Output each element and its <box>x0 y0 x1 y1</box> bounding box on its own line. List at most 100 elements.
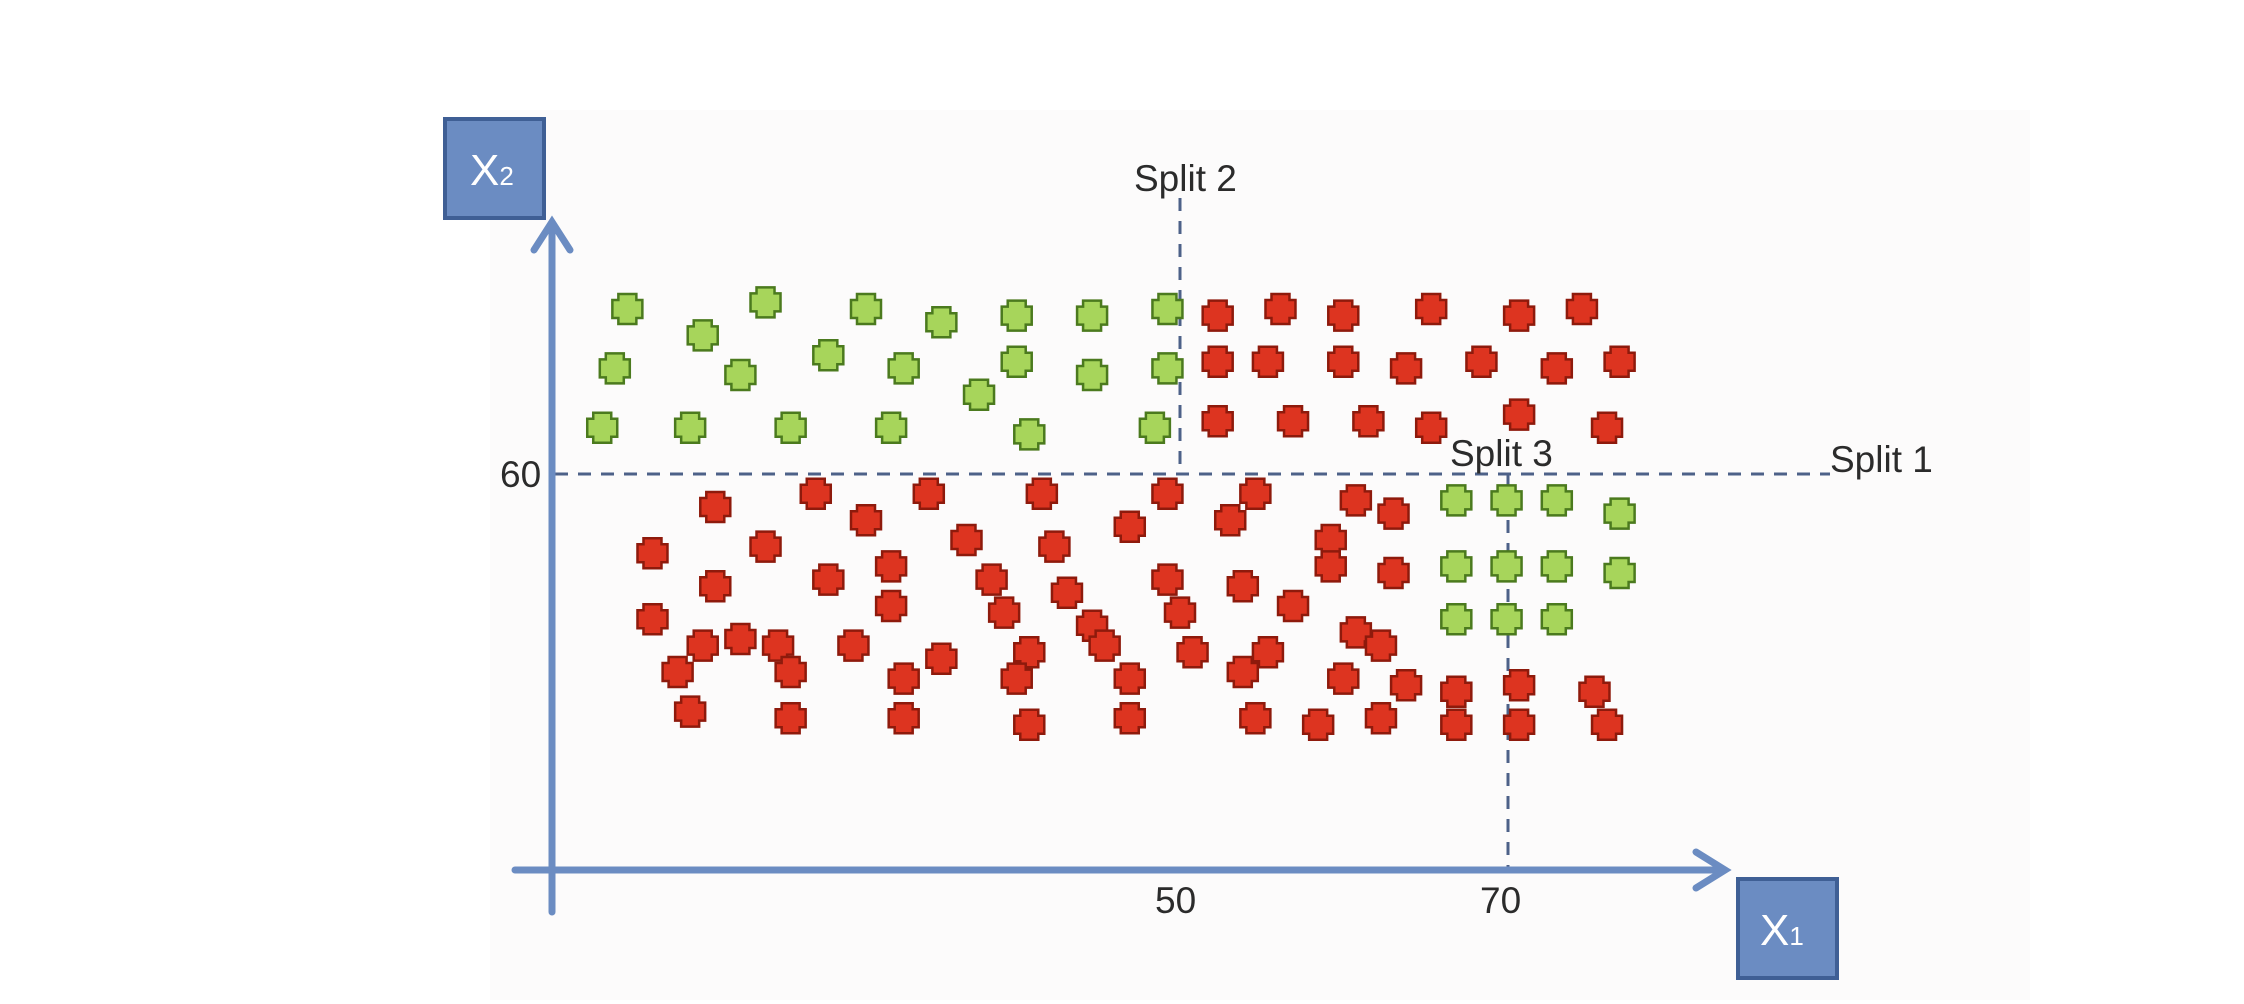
green-plus-point <box>1440 550 1473 583</box>
red-plus-point <box>1565 292 1599 326</box>
x-axis-title: X <box>1760 906 1789 955</box>
red-plus-point <box>1251 635 1285 669</box>
red-plus-point <box>1502 299 1536 332</box>
x-axis-title-box-bg <box>1736 877 1839 980</box>
green-plus-point <box>1540 602 1574 636</box>
green-plus-point <box>1000 345 1033 379</box>
red-plus-point <box>1377 556 1410 590</box>
red-plus-point <box>673 695 707 728</box>
green-plus-point <box>1440 484 1473 517</box>
green-plus-point <box>1440 602 1473 636</box>
red-plus-point <box>1201 345 1234 379</box>
red-plus-point <box>799 477 833 511</box>
red-plus-point <box>1327 662 1360 695</box>
red-plus-point <box>950 523 983 557</box>
red-plus-point <box>887 662 920 695</box>
red-plus-point <box>1151 477 1184 511</box>
red-plus-point <box>699 569 732 603</box>
red-plus-point <box>925 642 958 676</box>
red-plus-point <box>1113 662 1147 695</box>
green-plus-point <box>812 338 845 372</box>
y-axis-title: X <box>470 146 499 195</box>
red-plus-point <box>1038 530 1071 563</box>
green-plus-point <box>1075 299 1109 332</box>
red-plus-point <box>874 550 908 583</box>
red-plus-point <box>1590 411 1624 445</box>
red-plus-point <box>1113 701 1147 735</box>
red-plus-point <box>1013 635 1046 669</box>
green-plus-point <box>598 352 632 385</box>
red-plus-point <box>1213 503 1247 537</box>
red-plus-point <box>1389 352 1423 385</box>
red-plus-point <box>1364 701 1398 735</box>
plot-background <box>490 110 2030 1000</box>
red-plus-point <box>1163 596 1197 629</box>
red-plus-point <box>1276 404 1310 438</box>
red-plus-point <box>1201 299 1234 332</box>
split-lines <box>555 198 1830 870</box>
red-plus-point <box>812 563 845 596</box>
red-plus-point <box>975 563 1008 596</box>
axes <box>511 215 1732 916</box>
red-plus-point <box>1603 345 1636 379</box>
green-plus-point <box>724 358 757 392</box>
red-plus-point <box>1050 576 1084 610</box>
green-plus-point <box>774 411 807 445</box>
green-plus-point <box>887 352 920 385</box>
green-plus-point <box>1151 292 1184 326</box>
red-plus-point <box>1276 589 1310 623</box>
red-plus-point <box>1013 708 1046 742</box>
green-plus-point <box>1013 418 1046 451</box>
red-plus-point <box>887 701 920 735</box>
red-plus-point <box>1389 668 1423 702</box>
red-plus-point <box>987 596 1021 629</box>
red-plus-point <box>1000 662 1033 695</box>
red-plus-point <box>1314 550 1347 583</box>
y-tick-60: 60 <box>500 454 541 495</box>
green-plus-point <box>925 305 958 339</box>
red-plus-point <box>1201 404 1234 438</box>
split-3-label: Split 3 <box>1450 433 1553 474</box>
red-plus-point <box>774 655 807 689</box>
red-plus-point <box>774 701 807 735</box>
red-plus-point <box>1414 292 1448 326</box>
red-plus-point <box>1502 398 1536 431</box>
red-plus-point <box>1301 708 1335 742</box>
red-plus-point <box>1251 345 1285 379</box>
green-plus-point <box>1490 550 1523 583</box>
red-plus-point <box>686 629 719 662</box>
red-plus-point <box>699 490 732 524</box>
green-plus-point <box>749 286 782 319</box>
red-plus-point <box>724 622 757 656</box>
red-plus-point <box>1502 708 1536 742</box>
red-plus-point <box>874 589 908 623</box>
green-plus-point <box>1138 411 1172 445</box>
green-plus-point <box>1603 556 1636 590</box>
green-plus-point <box>585 411 619 445</box>
red-plus-point <box>837 629 870 662</box>
red-plus-point <box>1176 635 1209 669</box>
green-plus-point <box>1490 602 1523 636</box>
scatter-points <box>585 286 1636 742</box>
x-tick-50: 50 <box>1155 880 1196 921</box>
split-2-label: Split 2 <box>1134 158 1237 199</box>
red-plus-point <box>1264 292 1297 326</box>
green-plus-point <box>1000 299 1033 332</box>
red-plus-point <box>1226 655 1260 689</box>
y-axis-title-box: X2 <box>443 117 546 220</box>
red-plus-point <box>1151 563 1184 596</box>
red-plus-point <box>1590 708 1624 742</box>
x-axis-title-box: X1 <box>1736 877 1839 980</box>
red-plus-point <box>912 477 946 511</box>
green-plus-point <box>1540 484 1574 517</box>
red-plus-point <box>1540 352 1574 385</box>
green-plus-point <box>1490 484 1523 517</box>
y-axis-title-box-bg <box>443 117 546 220</box>
green-plus-point <box>1540 550 1574 583</box>
red-plus-point <box>1339 484 1373 517</box>
y-axis-title-subscript: 2 <box>499 161 513 191</box>
green-plus-point <box>962 378 996 412</box>
green-plus-point <box>874 411 908 445</box>
red-plus-point <box>661 655 694 689</box>
